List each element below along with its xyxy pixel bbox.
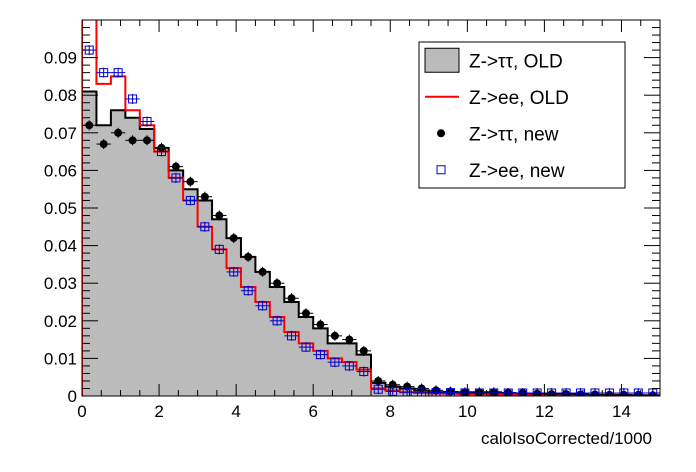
point-3-11 [243,286,253,296]
point-3-2 [113,68,123,78]
axes-layer: 0 2 4 6 8 10 12 14 0 0.01 0.02 0.03 0.04 0.05 0.06 0.07… [44,19,661,421]
y-tick-label: 0.09 [44,49,77,68]
point-2-7 [186,177,195,186]
point-3-30 [518,388,528,396]
point-3-38 [633,388,643,396]
point-3-29 [503,388,513,396]
point-3-17 [330,357,340,367]
x-tick-label: 12 [535,402,554,421]
point-3-19 [359,367,369,377]
y-tick-label: 0.07 [44,124,77,143]
point-3-31 [532,388,542,396]
point-3-3 [128,94,138,104]
y-tick-label: 0.04 [44,237,77,256]
point-2-2 [114,128,123,137]
point-3-18 [344,361,354,371]
point-2-4 [143,136,152,145]
point-2-1 [99,140,108,149]
x-tick-label: 2 [154,402,163,421]
point-3-7 [185,195,195,205]
point-3-33 [561,388,571,396]
point-3-34 [576,388,586,396]
y-tick-label: 0.03 [44,274,77,293]
point-2-6 [171,162,180,171]
y-tick-label: 0.02 [44,312,77,331]
point-3-27 [474,388,484,396]
point-2-14 [287,294,296,303]
y-tick-label: 0.06 [44,161,77,180]
point-2-13 [273,279,282,288]
point-3-6 [171,173,181,183]
legend-swatch-0 [424,47,460,73]
point-2-12 [258,267,267,276]
points-layer [82,45,660,396]
point-3-23 [417,387,427,396]
point-3-16 [315,350,325,360]
point-3-21 [388,386,398,396]
point-2-17 [330,331,339,340]
point-2-16 [316,320,325,329]
y-tick-label: 0 [68,387,77,406]
point-3-39 [648,388,658,396]
x-tick-label: 0 [77,402,86,421]
point-3-5 [156,147,166,157]
y-tick-label: 0.05 [44,199,77,218]
series-fill-0 [82,91,660,396]
legend-label-1: Z->ee, OLD [469,88,569,109]
point-2-19 [359,346,368,355]
point-2-11 [244,252,253,261]
point-2-3 [128,136,137,145]
x-axis-title: caloIsoCorrected/1000 [481,429,652,448]
x-tick-label: 4 [231,402,240,421]
point-2-18 [345,335,354,344]
point-2-20 [374,376,383,385]
point-3-32 [547,388,557,396]
point-3-26 [460,388,470,396]
x-tick-label: 10 [458,402,477,421]
x-tick-label: 14 [612,402,631,421]
legend-swatch-3 [436,165,446,175]
point-2-9 [215,211,224,220]
point-3-20 [373,384,383,394]
point-2-8 [200,192,209,201]
point-3-37 [619,388,629,396]
point-3-12 [258,301,268,311]
point-3-1 [99,68,109,78]
legend-label-0: Z->ττ, OLD [469,51,563,72]
y-tick-label: 0.08 [44,86,77,105]
legend-label-3: Z->ee, new [469,161,565,182]
point-3-4 [142,117,152,127]
legend-entries: Z->ττ, OLD Z->ee, OLD Z->ττ, new Z->ee, new [424,47,569,182]
x-tick-label: 8 [386,402,395,421]
point-2-15 [301,309,310,318]
point-3-36 [604,388,614,396]
point-3-22 [402,387,412,396]
point-3-35 [590,388,600,396]
point-3-14 [287,331,297,341]
legend-label-2: Z->ττ, new [469,124,559,145]
y-tick-label: 0.01 [44,349,77,368]
point-3-9 [214,244,224,254]
point-3-15 [301,342,311,352]
point-3-8 [200,222,210,232]
x-tick-label: 6 [308,402,317,421]
point-3-13 [272,316,282,326]
point-3-10 [229,267,239,277]
point-3-25 [445,388,455,396]
legend: Z->ττ, OLD Z->ee, OLD Z->ττ, new Z->ee, new [418,41,626,189]
point-3-28 [489,388,499,396]
point-3-24 [431,388,441,396]
legend-swatch-2 [437,129,445,138]
point-2-10 [229,234,238,243]
